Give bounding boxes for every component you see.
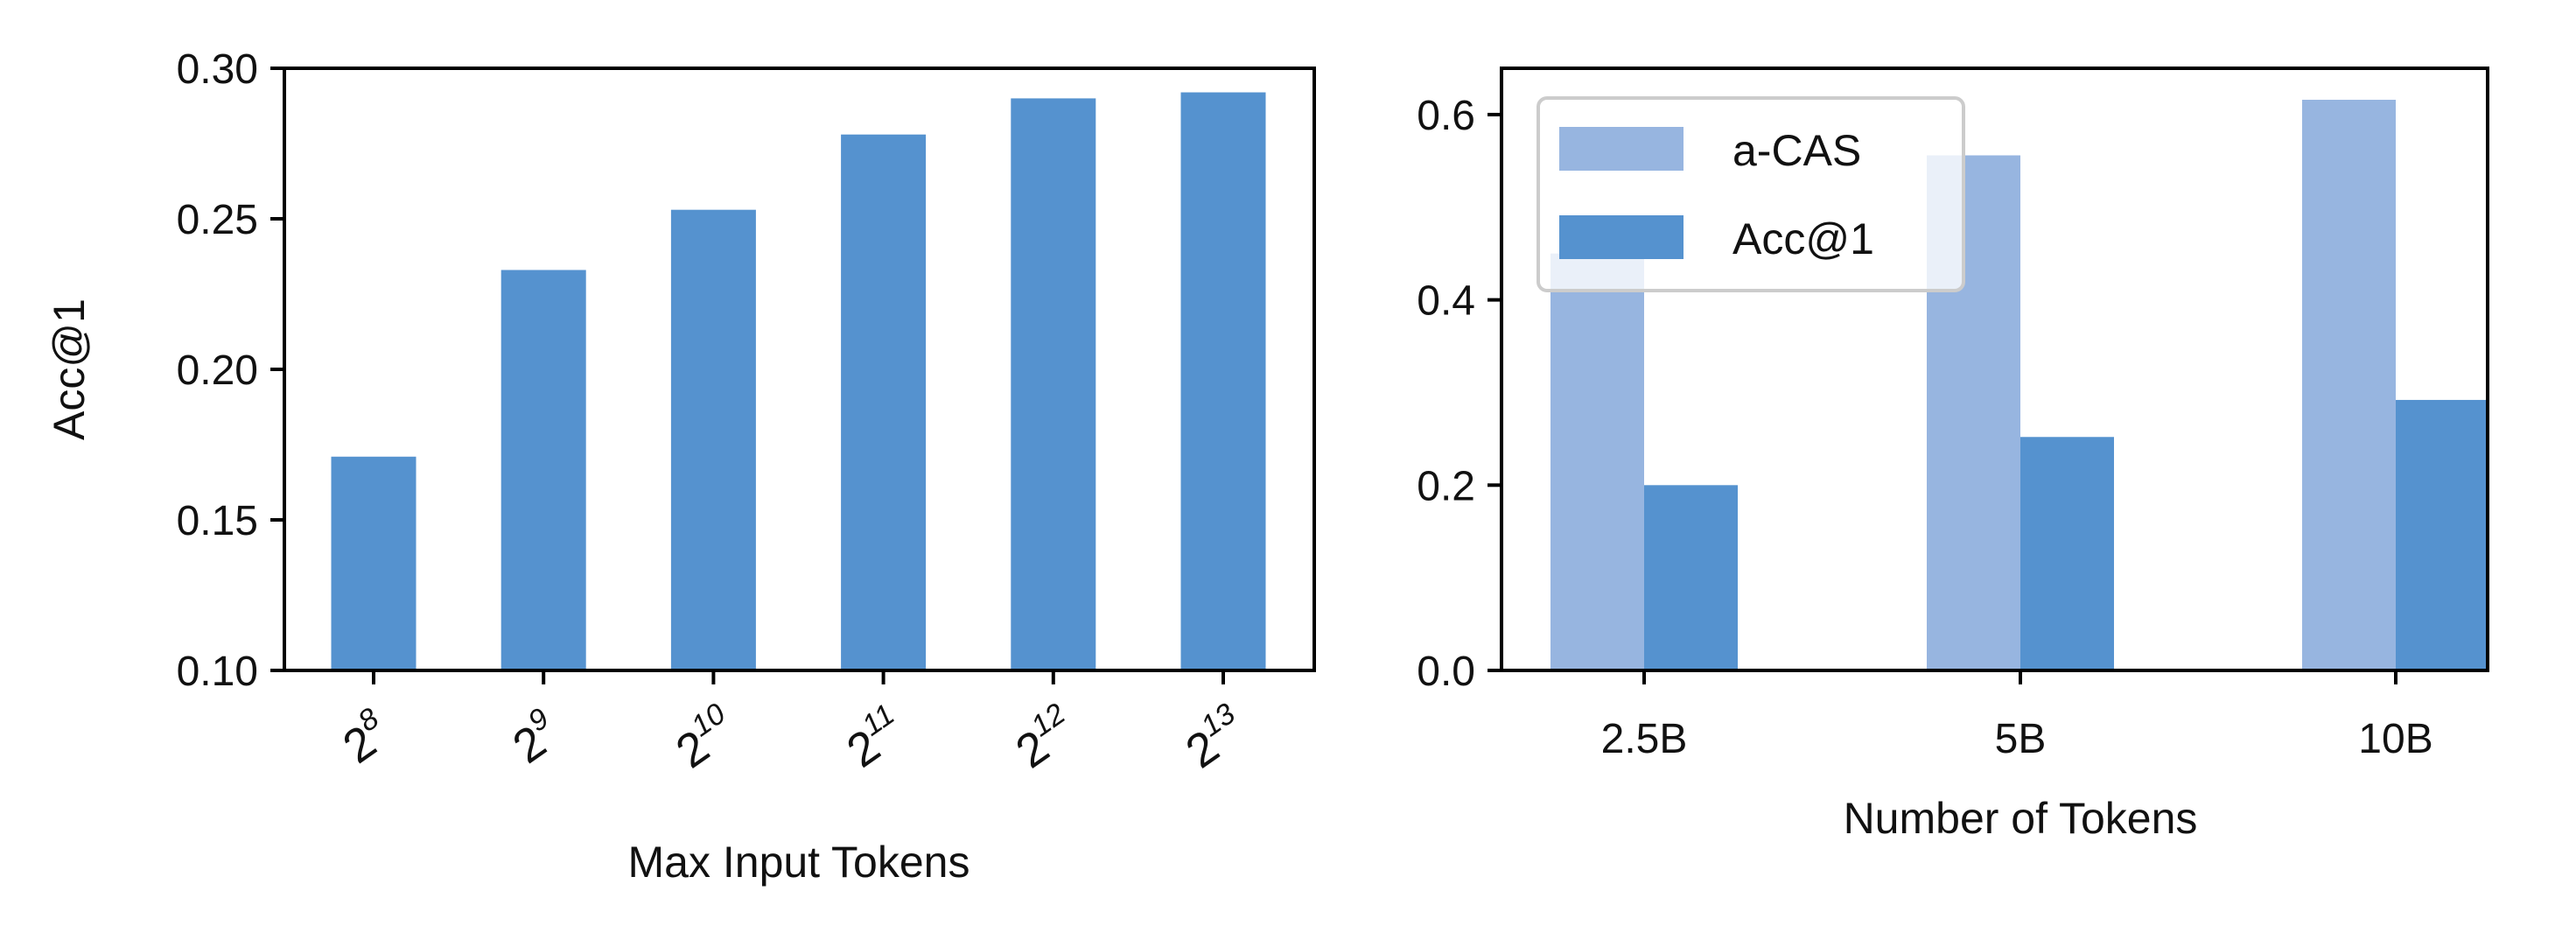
left-x-tick-label-2: 210	[664, 697, 746, 778]
right-y-tick-label-2: 0.4	[1417, 278, 1475, 325]
left-y-axis-label: Acc@1	[45, 298, 94, 440]
left-y-tick-label-0: 0.10	[177, 649, 258, 695]
left-x-tick-label-0: 28	[331, 702, 399, 774]
left-bar-4	[1011, 98, 1096, 670]
left-y-tick-label-1: 0.15	[177, 498, 258, 544]
right-bar-a-cas-0	[1550, 253, 1644, 670]
right-x-tick-label-2: 10B	[2358, 716, 2432, 762]
right-x-axis-label: Number of Tokens	[1844, 794, 2198, 843]
right-bar-a-cas-2	[2302, 99, 2396, 671]
left-bars	[331, 92, 1266, 670]
chart-number-of-tokens: 0.00.20.40.6 2.5B 5B 10B Number of Tokens …	[1417, 67, 2489, 843]
right-bar-acc1-1	[2020, 437, 2114, 670]
left-bar-2	[670, 209, 756, 670]
chart-max-input-tokens: 0.10 0.15 0.20 0.25 0.30 28 29 210 211 212 213 Ma…	[45, 46, 1316, 887]
left-y-tick-label-3: 0.25	[177, 197, 258, 243]
legend: a-CAS Acc@1	[1536, 96, 1965, 292]
left-x-tick-label-3: 211	[835, 698, 914, 778]
left-y-tick-label-4: 0.30	[177, 46, 258, 93]
right-axes-frame	[1500, 67, 2489, 672]
right-y-tick-label-1: 0.2	[1417, 463, 1475, 509]
left-y-tick-label-2: 0.20	[177, 347, 258, 394]
right-bar-acc1-0	[1644, 485, 1738, 670]
left-x-axis-label: Max Input Tokens	[628, 838, 970, 887]
left-x-tick-label-5: 213	[1173, 697, 1256, 778]
right-x-tick-label-1: 5B	[1995, 716, 2047, 762]
right-y-tick-label-3: 0.6	[1417, 93, 1475, 139]
right-bar-acc1-2	[2396, 399, 2489, 670]
right-x-ticks: 2.5B 5B 10B	[1601, 670, 2433, 762]
right-y-ticks: 0.0 0.2 0.4 0.6	[1417, 93, 1502, 695]
left-bar-0	[331, 456, 416, 670]
legend-swatch-acc1	[1559, 215, 1684, 259]
right-bars	[1550, 99, 2489, 671]
right-y-tick-label-0: 0.0	[1417, 649, 1475, 695]
legend-label-acc1: Acc@1	[1732, 214, 1874, 263]
left-bar-3	[841, 134, 927, 670]
left-x-tick-label-1: 29	[500, 702, 569, 774]
legend-swatch-a-cas	[1559, 127, 1684, 171]
left-x-ticks: 28 29 210 211 212 213	[331, 670, 1256, 778]
left-axes-frame	[283, 67, 1316, 672]
left-bar-1	[500, 270, 586, 670]
legend-label-a-cas: a-CAS	[1732, 126, 1861, 175]
left-x-tick-label-4: 212	[1004, 697, 1086, 778]
right-x-tick-label-0: 2.5B	[1601, 716, 1688, 762]
left-y-ticks: 0.10 0.15 0.20 0.25 0.30	[177, 46, 284, 695]
left-bar-5	[1180, 92, 1266, 670]
